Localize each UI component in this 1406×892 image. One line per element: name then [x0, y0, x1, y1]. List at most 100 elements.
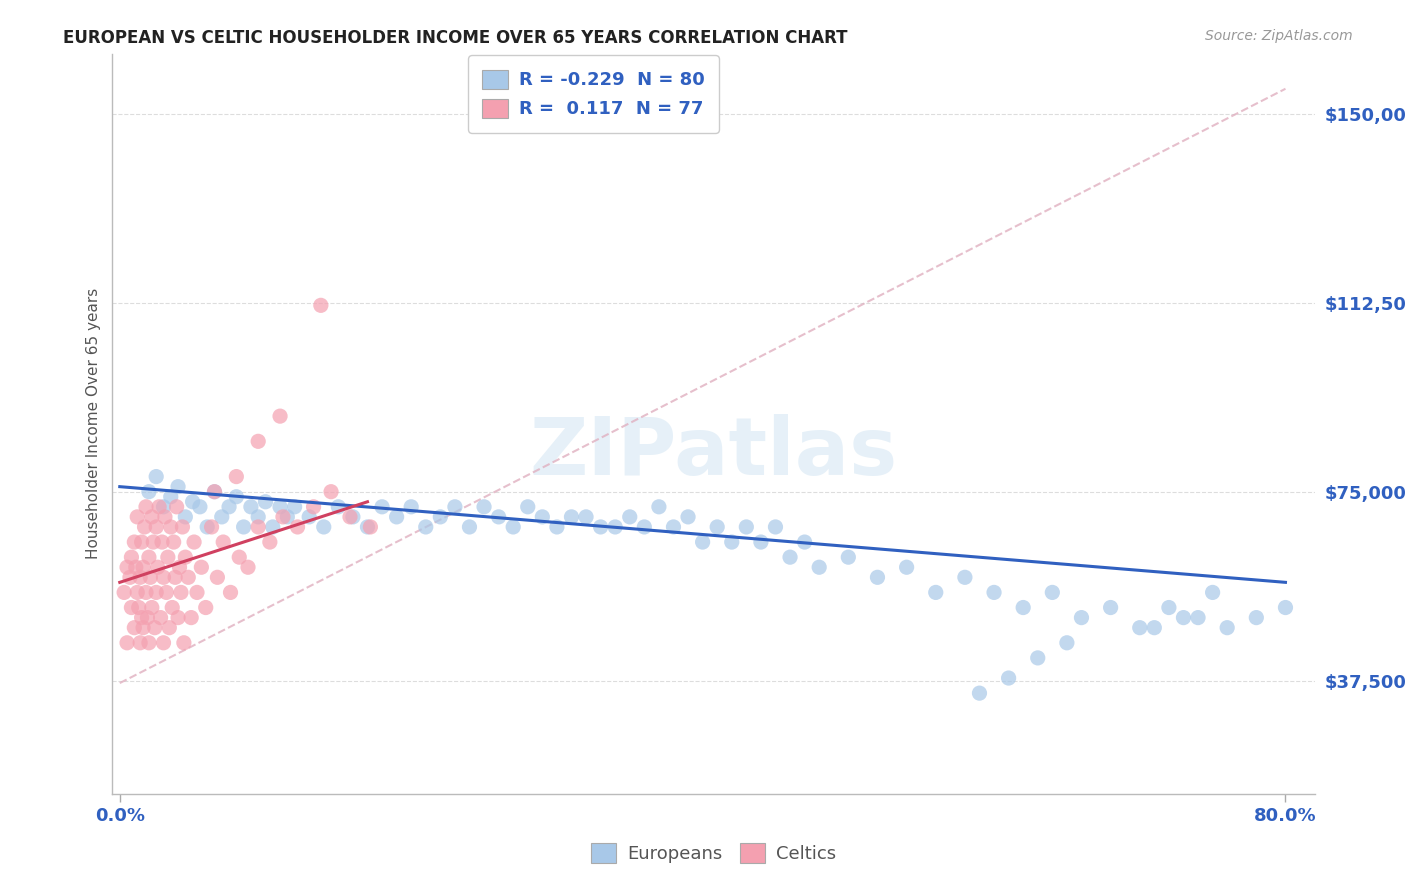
- Point: [1129, 621, 1152, 635]
- Point: [247, 520, 270, 534]
- Point: [444, 500, 467, 514]
- Point: [225, 469, 247, 483]
- Point: [546, 520, 568, 534]
- Point: [239, 500, 262, 514]
- Point: [328, 500, 350, 514]
- Point: [120, 600, 142, 615]
- Point: [148, 500, 170, 514]
- Text: ZIPatlas: ZIPatlas: [530, 414, 897, 492]
- Point: [134, 520, 156, 534]
- Point: [896, 560, 918, 574]
- Point: [633, 520, 655, 534]
- Point: [138, 550, 160, 565]
- Point: [232, 520, 254, 534]
- Point: [1173, 610, 1195, 624]
- Point: [131, 535, 153, 549]
- Point: [298, 509, 321, 524]
- Point: [169, 560, 191, 574]
- Point: [516, 500, 538, 514]
- Point: [131, 610, 153, 624]
- Point: [488, 509, 510, 524]
- Point: [247, 434, 270, 449]
- Point: [399, 500, 422, 514]
- Point: [219, 585, 242, 599]
- Text: EUROPEAN VS CELTIC HOUSEHOLDER INCOME OVER 65 YEARS CORRELATION CHART: EUROPEAN VS CELTIC HOUSEHOLDER INCOME OV…: [63, 29, 848, 46]
- Point: [1040, 585, 1063, 599]
- Point: [1026, 651, 1049, 665]
- Point: [1143, 621, 1166, 635]
- Point: [118, 570, 141, 584]
- Point: [619, 509, 641, 524]
- Point: [155, 585, 177, 599]
- Point: [502, 520, 524, 534]
- Point: [200, 520, 222, 534]
- Point: [152, 636, 174, 650]
- Point: [662, 520, 685, 534]
- Point: [720, 535, 742, 549]
- Point: [1187, 610, 1209, 624]
- Point: [749, 535, 772, 549]
- Point: [458, 520, 481, 534]
- Point: [166, 500, 188, 514]
- Point: [180, 610, 202, 624]
- Point: [165, 570, 187, 584]
- Point: [125, 560, 148, 574]
- Point: [152, 570, 174, 584]
- Point: [149, 610, 172, 624]
- Point: [207, 570, 229, 584]
- Point: [339, 509, 361, 524]
- Point: [145, 520, 167, 534]
- Point: [312, 520, 335, 534]
- Point: [194, 600, 217, 615]
- Point: [186, 585, 208, 599]
- Point: [150, 535, 173, 549]
- Point: [1216, 621, 1239, 635]
- Point: [115, 636, 138, 650]
- Point: [605, 520, 627, 534]
- Point: [138, 636, 160, 650]
- Point: [309, 298, 332, 312]
- Point: [1070, 610, 1092, 624]
- Point: [371, 500, 394, 514]
- Point: [236, 560, 259, 574]
- Point: [262, 520, 284, 534]
- Point: [385, 509, 408, 524]
- Point: [127, 585, 149, 599]
- Point: [143, 621, 166, 635]
- Point: [152, 500, 174, 514]
- Point: [997, 671, 1019, 685]
- Point: [141, 509, 163, 524]
- Point: [146, 560, 169, 574]
- Point: [531, 509, 554, 524]
- Point: [575, 509, 598, 524]
- Point: [983, 585, 1005, 599]
- Point: [172, 520, 194, 534]
- Point: [1201, 585, 1223, 599]
- Point: [1012, 600, 1035, 615]
- Point: [269, 500, 291, 514]
- Point: [181, 495, 204, 509]
- Point: [135, 500, 157, 514]
- Point: [132, 621, 155, 635]
- Point: [1246, 610, 1268, 624]
- Point: [259, 535, 281, 549]
- Point: [128, 600, 150, 615]
- Point: [183, 535, 205, 549]
- Point: [157, 621, 180, 635]
- Point: [925, 585, 948, 599]
- Point: [138, 484, 160, 499]
- Point: [225, 490, 247, 504]
- Point: [429, 509, 451, 524]
- Point: [188, 500, 211, 514]
- Point: [1099, 600, 1122, 615]
- Point: [765, 520, 787, 534]
- Point: [808, 560, 831, 574]
- Point: [174, 550, 197, 565]
- Point: [160, 600, 183, 615]
- Point: [174, 509, 197, 524]
- Point: [129, 636, 152, 650]
- Point: [115, 560, 138, 574]
- Point: [269, 409, 291, 424]
- Point: [866, 570, 889, 584]
- Point: [953, 570, 976, 584]
